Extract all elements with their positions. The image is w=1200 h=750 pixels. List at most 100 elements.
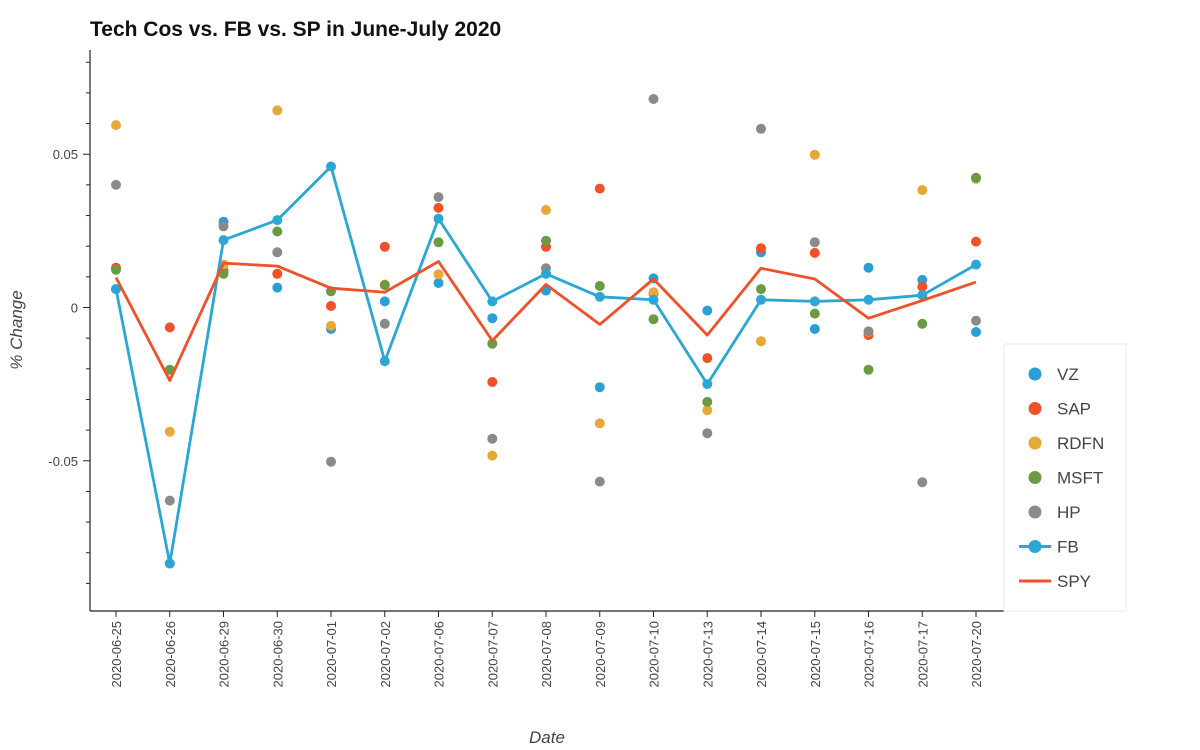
x-tick-label: 2020-06-25 (109, 621, 124, 688)
series-spy (114, 260, 977, 382)
hp-point (272, 247, 283, 258)
msft-point (541, 235, 551, 246)
series-hp (111, 94, 981, 506)
msft-point (809, 308, 820, 319)
hp-point (164, 495, 175, 506)
msft-point (594, 281, 605, 291)
legend-label: FB (1057, 538, 1079, 557)
series-fb (111, 161, 981, 569)
hp-point (971, 315, 981, 326)
fb-point (648, 294, 659, 305)
hp-point (433, 192, 444, 203)
series-layer (111, 94, 981, 569)
legend-marker (1028, 540, 1042, 553)
legend-item-sap: SAP (1028, 400, 1091, 419)
legend-item-msft: MSFT (1028, 469, 1103, 488)
y-axis-title: % Change (7, 290, 26, 369)
y-tick-label: -0.05 (48, 454, 78, 469)
fb-point (971, 259, 981, 270)
x-tick-label: 2020-07-01 (324, 621, 339, 688)
msft-point (756, 284, 766, 295)
x-tick-label: 2020-06-30 (270, 621, 285, 688)
fb-point (433, 213, 444, 224)
x-tick-label: 2020-07-16 (862, 621, 877, 688)
x-tick-label: 2020-06-26 (163, 621, 178, 688)
rdfn-point (702, 405, 713, 416)
hp-point (487, 433, 498, 444)
x-tick-label: 2020-07-13 (700, 621, 715, 688)
fb-point (863, 294, 874, 305)
sap-point (756, 243, 766, 254)
vz-point (379, 296, 390, 307)
rdfn-point (111, 120, 121, 131)
rdfn-point (917, 185, 928, 196)
sap-point (594, 183, 605, 194)
legend-marker (1028, 505, 1042, 519)
sap-point (326, 301, 336, 311)
sap-point (702, 353, 713, 364)
legend-item-fb: FB (1019, 538, 1079, 557)
rdfn-point (487, 450, 498, 461)
hp-point (863, 326, 874, 337)
sap-point (379, 241, 390, 252)
x-tick-label: 2020-07-20 (969, 621, 984, 688)
legend-label: SAP (1057, 400, 1091, 419)
fb-point (326, 161, 336, 172)
vz-point (863, 262, 874, 273)
msft-point (917, 318, 928, 329)
x-tick-label: 2020-07-07 (485, 621, 500, 688)
rdfn-point (272, 105, 283, 116)
msft-point (379, 280, 390, 291)
y-tick-label: 0.05 (53, 147, 78, 162)
rdfn-point (594, 418, 605, 429)
sap-point (487, 377, 498, 387)
msft-point (702, 396, 713, 407)
y-axis: 0.05 0 -0.05 (48, 50, 91, 611)
vz-point (594, 382, 605, 393)
hp-point (648, 94, 659, 104)
x-tick-label: 2020-07-17 (915, 621, 930, 688)
fb-point (541, 268, 551, 279)
hp-point (218, 221, 229, 232)
fb-point (594, 291, 605, 302)
hp-point (326, 456, 336, 467)
legend-label: SPY (1057, 572, 1091, 591)
vz-point (809, 324, 820, 334)
hp-point (917, 477, 928, 488)
legend-label: VZ (1057, 365, 1079, 384)
hp-point (809, 237, 820, 248)
msft-point (648, 314, 659, 325)
sap-point (164, 322, 175, 333)
legend-label: MSFT (1057, 469, 1103, 488)
msft-point (111, 264, 121, 275)
rdfn-point (164, 426, 175, 437)
fb-point (379, 356, 390, 367)
legend-item-spy: SPY (1019, 572, 1091, 591)
fb-point (917, 290, 928, 301)
sap-point (433, 202, 444, 213)
legend-marker (1028, 471, 1042, 484)
hp-point (594, 476, 605, 487)
msft-point (487, 338, 498, 349)
spy-line (114, 260, 977, 382)
fb-point (272, 215, 283, 226)
fb-point (702, 379, 713, 390)
hp-point (379, 318, 390, 329)
x-tick-label: 2020-07-02 (378, 621, 393, 688)
vz-point (971, 327, 981, 337)
msft-point (433, 237, 444, 248)
y-tick-label: 0 (71, 301, 78, 316)
hp-point (756, 123, 766, 134)
legend-label: HP (1057, 503, 1081, 522)
x-tick-label: 2020-07-10 (647, 621, 662, 688)
fb-point (809, 296, 820, 307)
rdfn-point (326, 320, 336, 331)
msft-point (971, 172, 981, 183)
sap-point (971, 236, 981, 247)
sap-point (917, 281, 928, 292)
x-tick-label: 2020-07-14 (754, 621, 769, 688)
sap-point (272, 268, 283, 279)
legend-item-rdfn: RDFN (1028, 434, 1104, 453)
fb-point (218, 235, 229, 246)
